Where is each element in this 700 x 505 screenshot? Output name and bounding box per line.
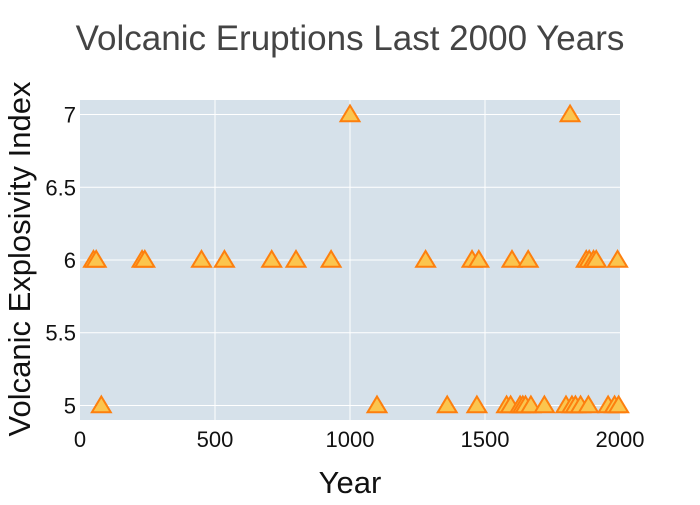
eruption-marker[interactable] [133,249,157,268]
x-tick-label: 500 [197,427,234,452]
eruption-marker[interactable] [519,394,543,414]
eruption-marker[interactable] [90,394,113,414]
x-axis-title: Year [319,465,382,500]
eruption-marker[interactable] [585,249,608,268]
tick-labels: 0 500 1000 1500 2000 5 5.5 6 6.5 7 [45,103,644,452]
y-tick-label: 7 [64,103,76,128]
x-tick-label: 1500 [461,427,510,452]
eruption-marker[interactable] [577,394,600,414]
eruption-marker[interactable] [213,249,236,268]
eruption-marker[interactable] [435,394,459,414]
data-points [82,103,630,414]
eruption-marker[interactable] [338,103,362,123]
eruption-marker[interactable] [467,249,491,268]
eruption-marker[interactable] [607,394,630,414]
chart-title: Volcanic Eruptions Last 2000 Years [76,19,625,58]
eruption-marker[interactable] [558,103,582,123]
eruption-marker[interactable] [500,249,524,268]
y-tick-label: 6 [64,248,76,273]
y-tick-label: 5.5 [45,321,76,346]
eruption-marker[interactable] [319,249,343,268]
x-tick-label: 0 [74,427,86,452]
eruption-marker[interactable] [260,249,283,268]
y-axis-title: Volcanic Explosivity Index [2,81,37,436]
eruption-marker[interactable] [465,394,489,414]
y-tick-label: 5 [64,393,76,418]
eruption-marker[interactable] [414,249,437,268]
x-tick-label: 1000 [326,427,375,452]
eruption-marker[interactable] [533,394,556,414]
eruption-marker[interactable] [365,394,389,414]
x-tick-label: 2000 [596,427,645,452]
eruption-marker[interactable] [516,249,540,268]
eruption-marker[interactable] [606,249,629,268]
y-tick-label: 6.5 [45,175,76,200]
eruption-marker[interactable] [84,249,108,268]
eruption-marker[interactable] [284,249,308,268]
eruption-marker[interactable] [190,249,213,268]
